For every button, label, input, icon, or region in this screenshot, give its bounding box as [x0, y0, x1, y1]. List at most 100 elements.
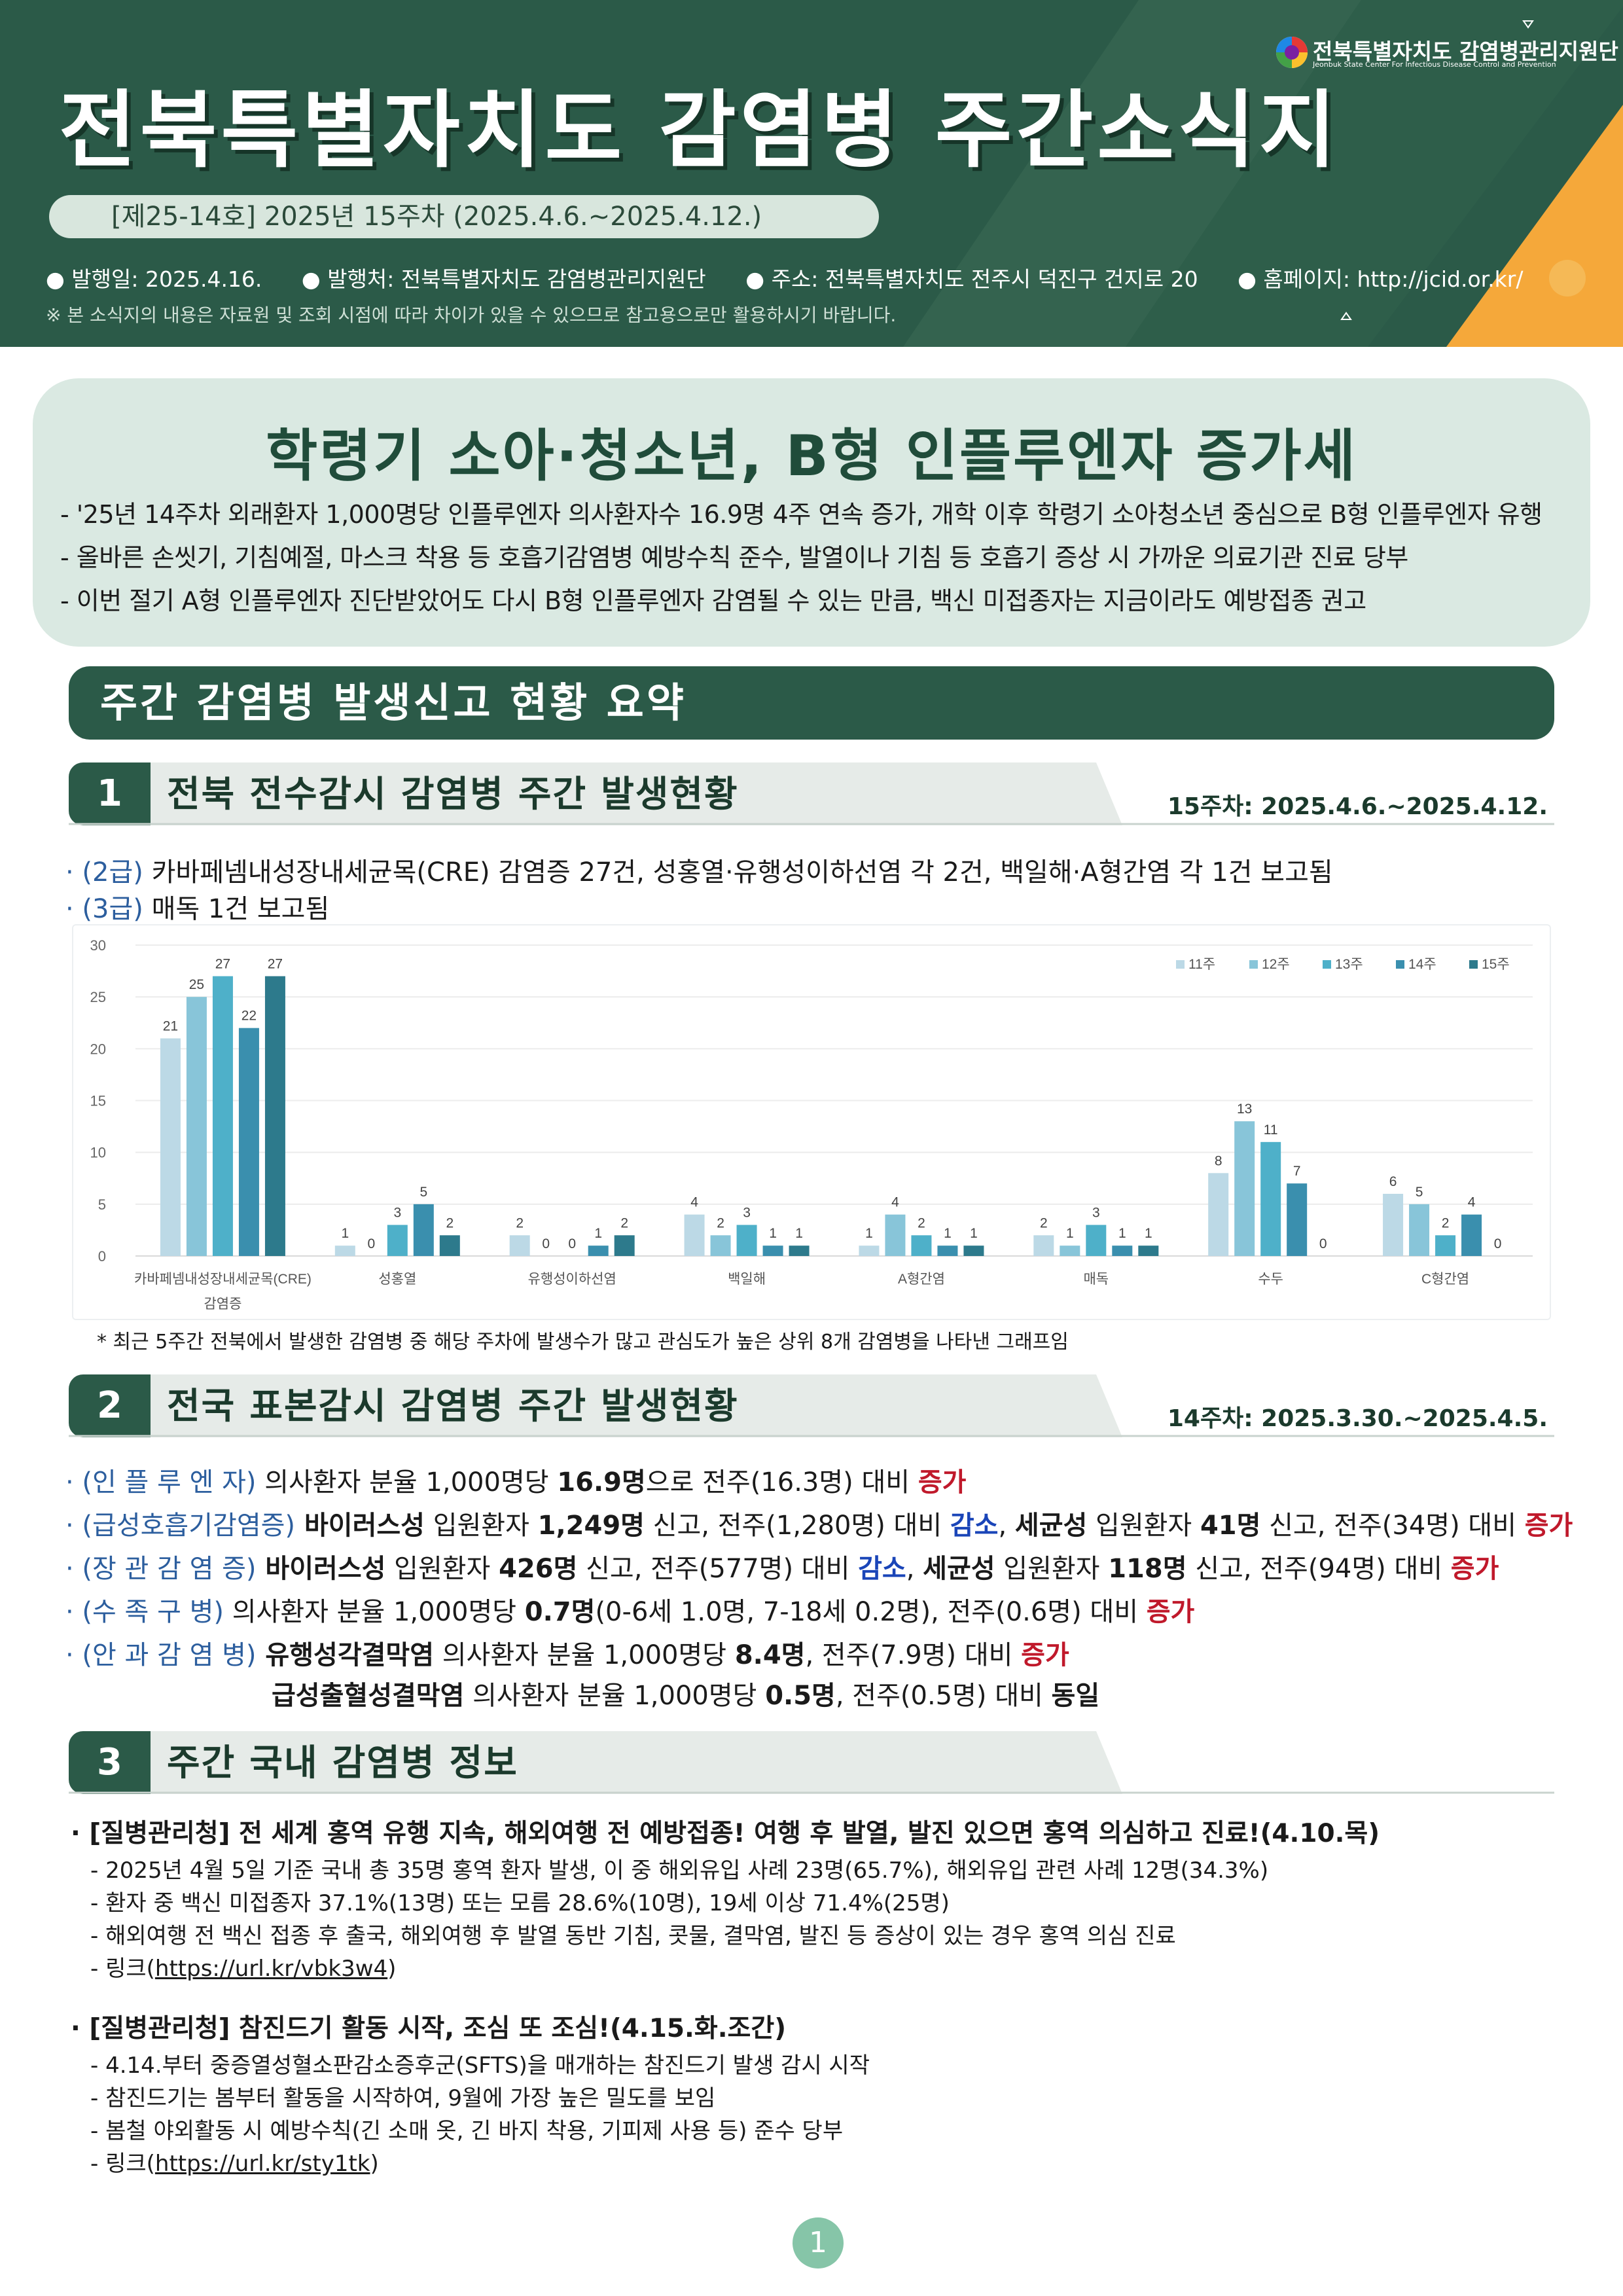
flu-value: 16.9명 — [557, 1467, 646, 1498]
bar — [1461, 1214, 1482, 1256]
publish-date: ● 발행일: 2025.4.16. — [46, 266, 262, 292]
section-period: 15주차: 2025.4.6.~2025.4.12. — [1167, 793, 1548, 820]
legend-swatch — [1323, 960, 1331, 969]
gut-viral: 바이러스성 — [256, 1554, 386, 1584]
bar — [789, 1246, 810, 1256]
data-label: 1 — [944, 1226, 952, 1241]
chart-svg: 0510152025302125272227카바페넴내성장내세균목(CRE)감염… — [90, 937, 1533, 1312]
gut-bacterial-trend: 증가 — [1450, 1554, 1499, 1584]
gut-viral-trend: 감소 — [858, 1554, 906, 1584]
hfmd-row: · (수 족 구 병) 의사환자 분율 1,000명당 0.7명(0-6세 1.… — [65, 1590, 1194, 1628]
bar — [859, 1246, 880, 1256]
gut-bacterial-value: 118명 — [1108, 1554, 1187, 1584]
bar — [160, 1038, 181, 1256]
y-tick-label: 25 — [90, 989, 106, 1005]
news-1-item: - 2025년 4월 5일 기준 국내 총 35명 홍역 환자 발생, 이 중 … — [90, 1857, 1269, 1884]
bar — [1060, 1246, 1080, 1256]
x-tick-label: 백일해 — [728, 1272, 766, 1287]
data-label: 1 — [1145, 1226, 1152, 1241]
data-label: 4 — [891, 1195, 899, 1210]
data-label: 1 — [769, 1226, 777, 1241]
section-title: 전북 전수감시 감염병 주간 발생현황 — [167, 773, 739, 815]
bar — [1383, 1194, 1404, 1256]
data-label: 21 — [163, 1019, 178, 1034]
grade2-text: 카바페넴내성장내세균목(CRE) 감염증 27건, 성홍열·유행성이하선염 각 … — [143, 857, 1333, 888]
x-tick-label: 수두 — [1258, 1272, 1283, 1287]
grade2-summary: · (2급) 카바페넴내성장내세균목(CRE) 감염증 27건, 성홍열·유행성… — [65, 851, 1333, 889]
bar — [1086, 1225, 1107, 1256]
hfmd-text: (0-6세 1.0명, 7-18세 0.2명), 전주(0.6명) 대비 — [595, 1597, 1147, 1627]
section-number: 3 — [97, 1741, 122, 1784]
header-decoration — [903, 0, 1623, 347]
bar — [212, 976, 233, 1256]
data-label: 0 — [542, 1236, 550, 1251]
bar — [963, 1246, 984, 1256]
bar — [238, 1028, 259, 1256]
bar — [736, 1225, 757, 1256]
news-1-link[interactable]: https://url.kr/vbk3w4 — [154, 1956, 388, 1982]
headline-title: 학령기 소아·청소년, B형 인플루엔자 증가세 — [266, 423, 1357, 489]
resp-viral-trend: 감소 — [950, 1511, 999, 1541]
data-label: 2 — [1442, 1215, 1450, 1230]
section-number: 2 — [97, 1384, 122, 1427]
data-label: 25 — [189, 977, 204, 992]
resp-viral-value: 1,249명 — [537, 1511, 645, 1541]
x-tick-label: 카바페넴내성장내세균목(CRE) — [134, 1272, 312, 1287]
x-tick-label: 유행성이하선염 — [528, 1272, 616, 1287]
grade3-text: 매독 1건 보고됨 — [143, 894, 330, 924]
grade3-summary: · (3급) 매독 1건 보고됨 — [65, 888, 329, 925]
gut-viral-value: 426명 — [499, 1554, 578, 1584]
legend-label: 13주 — [1335, 957, 1363, 972]
logo-name: 전북특별자치도 감염병관리지원단 — [1313, 39, 1618, 64]
bar — [937, 1246, 958, 1256]
headline-bullets: - '25년 14주차 외래환자 1,000명당 인플루엔자 의사환자수 16.… — [60, 493, 1578, 622]
data-label: 3 — [1092, 1206, 1100, 1221]
eye-text: , 전주(0.5명) 대비 — [835, 1681, 1052, 1711]
gut-text: 입원환자 — [995, 1554, 1109, 1584]
bar — [334, 1246, 355, 1256]
eye-label: · (안 과 감 염 병) — [65, 1640, 257, 1670]
bar — [1409, 1204, 1430, 1256]
section-header-shape — [69, 1731, 1554, 1794]
gut-text: 입원환자 — [385, 1554, 499, 1584]
legend-swatch — [1469, 960, 1478, 969]
data-label: 5 — [1416, 1185, 1423, 1200]
header-banner: 전북특별자치도 감염병관리지원단 Jeonbuk State Center Fo… — [0, 0, 1623, 347]
legend-label: 15주 — [1482, 957, 1510, 972]
news-2-link[interactable]: https://url.kr/sty1tk — [154, 2151, 370, 2177]
x-tick-label: A형간염 — [898, 1272, 945, 1287]
headline-bullet: - 올바른 손씻기, 기침예절, 마스크 착용 등 호흡기감염병 예방수칙 준수… — [60, 543, 1408, 572]
data-label: 8 — [1215, 1153, 1222, 1168]
eye-text: 의사환자 분율 1,000명당 — [464, 1681, 766, 1711]
eye-ekc-value: 8.4명 — [734, 1640, 806, 1670]
bar — [762, 1246, 783, 1256]
issue-badge: [제25-14호] 2025년 15주차 (2025.4.6.~2025.4.1… — [49, 195, 879, 238]
data-label: 1 — [970, 1226, 978, 1241]
y-tick-label: 10 — [90, 1145, 106, 1161]
y-tick-label: 20 — [90, 1041, 106, 1057]
x-tick-label: 매독 — [1083, 1272, 1109, 1287]
gut-sep: , — [906, 1554, 923, 1584]
headline-bullet: - 이번 절기 A형 인플루엔자 진단받았어도 다시 B형 인플루엔자 감염될 … — [60, 586, 1366, 615]
legend-swatch — [1176, 960, 1185, 969]
link-suffix: ) — [370, 2151, 379, 2177]
gut-text: 신고, 전주(577명) 대비 — [577, 1554, 859, 1584]
eye-row-2: 급성출혈성결막염 의사환자 분율 1,000명당 0.5명, 전주(0.5명) … — [272, 1674, 1099, 1712]
org-logo: 전북특별자치도 감염병관리지원단 Jeonbuk State Center Fo… — [1275, 34, 1618, 73]
link-prefix: - 링크( — [90, 2151, 155, 2177]
homepage-link[interactable]: ● 홈페이지: http://jcid.or.kr/ — [1238, 266, 1524, 292]
data-label: 0 — [568, 1236, 576, 1251]
news-1-link-row: - 링크(https://url.kr/vbk3w4) — [90, 1950, 396, 1982]
resp-bacterial-trend: 증가 — [1524, 1511, 1573, 1541]
bar — [885, 1214, 906, 1256]
eye-row: · (안 과 감 염 병) 유행성각결막염 의사환자 분율 1,000명당 8.… — [65, 1634, 1069, 1672]
address: ● 주소: 전북특별자치도 전주시 덕진구 건지로 20 — [745, 266, 1198, 292]
news-2-link-row: - 링크(https://url.kr/sty1tk) — [90, 2145, 379, 2178]
gut-label: · (장 관 감 염 증) — [65, 1554, 257, 1584]
legend-label: 11주 — [1188, 957, 1215, 972]
data-label: 4 — [690, 1195, 698, 1210]
eye-ekc-trend: 증가 — [1021, 1640, 1069, 1670]
gut-bacterial: 세균성 — [923, 1554, 995, 1584]
news-2-title: · [질병관리청] 참진드기 활동 시작, 조심 또 조심!(4.15.화.조간… — [71, 2014, 787, 2043]
section-title: 주간 국내 감염병 정보 — [167, 1742, 518, 1784]
